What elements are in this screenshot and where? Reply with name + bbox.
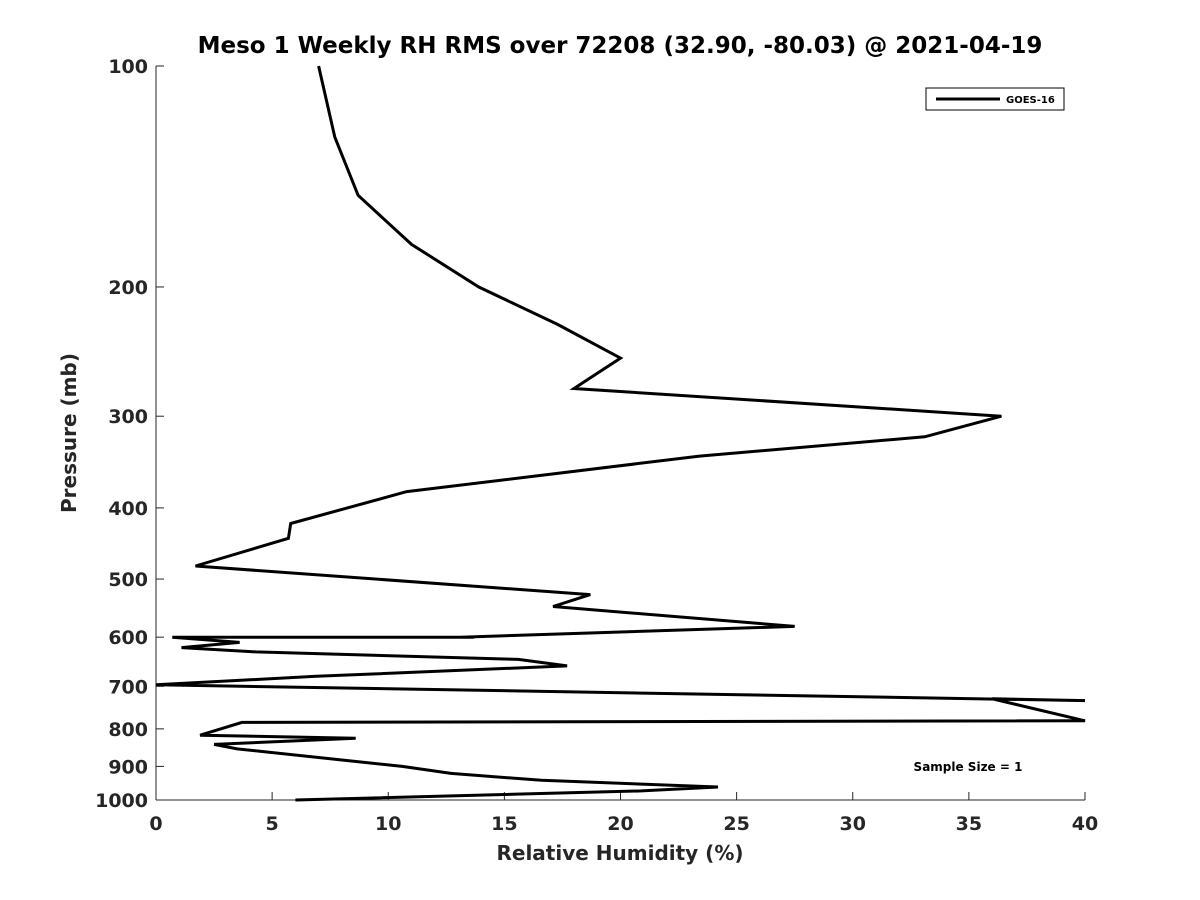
- x-axis-label: Relative Humidity (%): [496, 841, 743, 865]
- x-tick-label: 10: [375, 813, 401, 835]
- x-tick-label: 5: [266, 813, 279, 835]
- series-line-goes-16: [155, 65, 1086, 802]
- x-tick-label: 35: [956, 813, 982, 835]
- y-tick-label: 500: [108, 569, 148, 591]
- y-tick-label: 1000: [95, 790, 148, 812]
- y-tick-group: 100 200 300 400 500 600 700 800 900 1000: [95, 56, 164, 812]
- y-tick-label: 900: [108, 756, 148, 778]
- legend-entry-goes-16: GOES-16: [1006, 95, 1055, 106]
- y-tick-label: 600: [108, 627, 148, 649]
- x-tick-label: 40: [1072, 813, 1098, 835]
- legend: GOES-16: [925, 87, 1065, 111]
- x-tick-label: 15: [491, 813, 517, 835]
- x-tick-label: 20: [607, 813, 633, 835]
- chart-title: Meso 1 Weekly RH RMS over 72208 (32.90, …: [198, 33, 1043, 59]
- sample-size-annotation: Sample Size = 1: [914, 760, 1023, 774]
- y-tick-label: 200: [108, 277, 148, 299]
- x-tick-label: 30: [840, 813, 866, 835]
- y-tick-label: 400: [108, 498, 148, 520]
- y-tick-label: 700: [108, 676, 148, 698]
- x-tick-label: 25: [723, 813, 749, 835]
- x-tick-group: 0 5 10 15 20 25 30 35 40: [149, 792, 1098, 835]
- y-axis-label: Pressure (mb): [57, 353, 81, 513]
- x-tick-label: 0: [149, 813, 162, 835]
- y-tick-label: 100: [108, 56, 148, 78]
- y-tick-label: 800: [108, 719, 148, 741]
- y-tick-label: 300: [108, 406, 148, 428]
- plot-area: 0 5 10 15 20 25 30 35 40 100 200 300 400 500 600 700 80…: [95, 56, 1098, 835]
